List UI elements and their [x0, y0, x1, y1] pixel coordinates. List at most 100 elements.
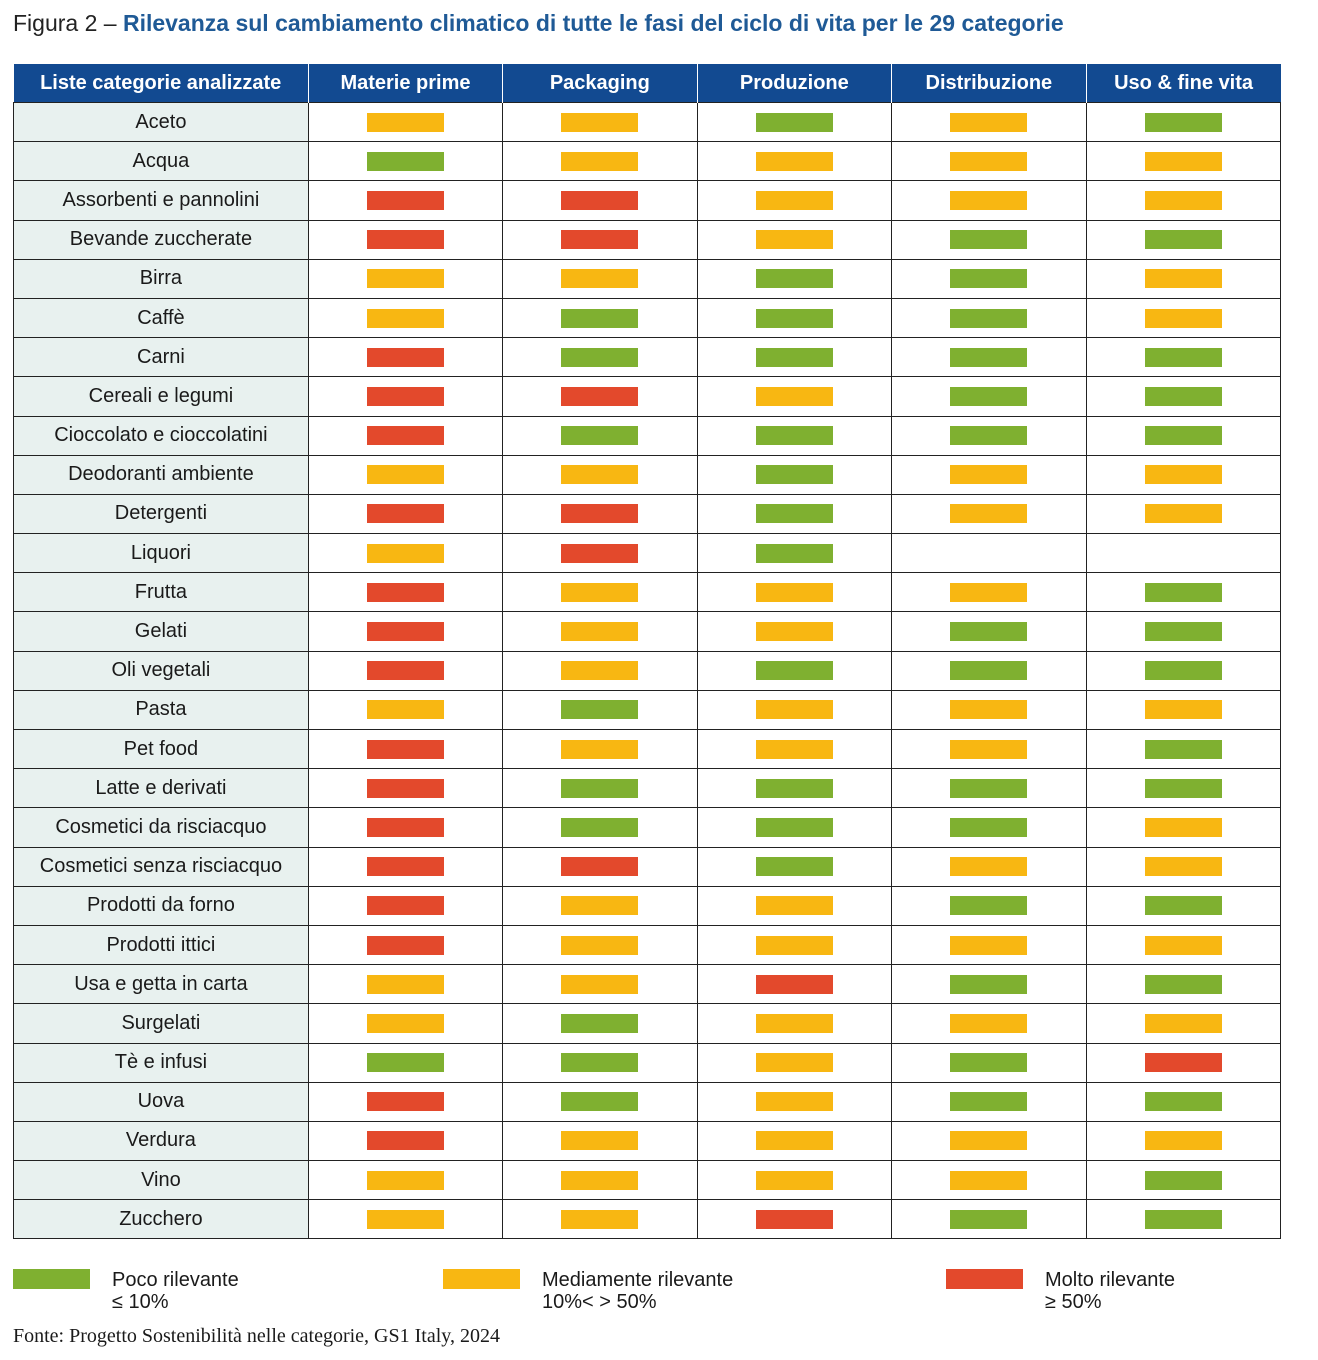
relevance-bar-molto-rilevante	[755, 1209, 833, 1229]
legend-text: Molto rilevante ≥ 50%	[1045, 1269, 1175, 1313]
relevance-cell	[891, 924, 1087, 966]
category-name: Vino	[13, 1160, 309, 1201]
relevance-cell	[1085, 689, 1282, 731]
relevance-bar-poco-rilevante	[1144, 974, 1222, 994]
relevance-bar-molto-rilevante	[561, 504, 639, 524]
relevance-bar-molto-rilevante	[366, 386, 444, 406]
relevance-bar-poco-rilevante	[755, 543, 833, 563]
table-row: Zucchero	[13, 1199, 1282, 1240]
category-name: Verdura	[13, 1120, 309, 1162]
relevance-bar-mediamente-rilevante	[561, 739, 639, 759]
relevance-cell	[891, 337, 1087, 378]
table-row: Caffè	[13, 297, 1282, 339]
relevance-cell	[696, 415, 893, 456]
category-name: Uova	[13, 1081, 309, 1122]
relevance-bar-molto-rilevante	[561, 857, 639, 877]
relevance-bar-poco-rilevante	[1144, 1209, 1222, 1229]
relevance-bar-mediamente-rilevante	[950, 190, 1028, 210]
relevance-cell	[307, 180, 504, 221]
relevance-cell	[1085, 768, 1282, 809]
relevance-bar-mediamente-rilevante	[755, 700, 833, 720]
category-name: Caffè	[13, 297, 309, 339]
relevance-bar-poco-rilevante	[1144, 896, 1222, 916]
relevance-bar-molto-rilevante	[561, 190, 639, 210]
table-row: Deodoranti ambiente	[13, 454, 1282, 495]
table-row: Pasta	[13, 689, 1282, 731]
relevance-cell	[696, 728, 893, 770]
figure-label: Figura 2 –	[13, 10, 123, 36]
relevance-cell	[696, 846, 893, 887]
relevance-bar-poco-rilevante	[366, 1053, 444, 1073]
relevance-bar-mediamente-rilevante	[1144, 1131, 1222, 1151]
relevance-bar-poco-rilevante	[561, 308, 639, 328]
category-name: Cioccolato e cioccolatini	[13, 415, 309, 456]
relevance-cell	[502, 337, 698, 378]
relevance-bar-poco-rilevante	[950, 778, 1028, 798]
relevance-cell	[696, 689, 893, 731]
relevance-cell	[1085, 846, 1282, 887]
relevance-cell	[1085, 1003, 1282, 1044]
relevance-bar-poco-rilevante	[950, 622, 1028, 642]
relevance-bar-mediamente-rilevante	[366, 1170, 444, 1190]
relevance-bar-poco-rilevante	[950, 896, 1028, 916]
table-row: Frutta	[13, 572, 1282, 613]
legend-swatch	[946, 1269, 1023, 1289]
relevance-bar-mediamente-rilevante	[561, 661, 639, 681]
table-row: Oli vegetali	[13, 650, 1282, 691]
relevance-bar-poco-rilevante	[1144, 1170, 1222, 1190]
table-row: Tè e infusi	[13, 1042, 1282, 1083]
relevance-bar-molto-rilevante	[366, 935, 444, 955]
relevance-bar-poco-rilevante	[950, 347, 1028, 367]
header-categories: Liste categorie analizzate	[13, 64, 309, 103]
header-distribuzione: Distribuzione	[891, 64, 1087, 103]
legend-range: 10%< > 50%	[542, 1291, 657, 1313]
table-row: Uova	[13, 1081, 1282, 1122]
relevance-cell	[891, 964, 1087, 1005]
relevance-cell	[502, 650, 698, 691]
category-name: Prodotti da forno	[13, 885, 309, 926]
relevance-bar-mediamente-rilevante	[755, 190, 833, 210]
relevance-bar-mediamente-rilevante	[755, 151, 833, 171]
relevance-cell	[891, 180, 1087, 221]
relevance-cell	[307, 885, 504, 926]
relevance-bar-mediamente-rilevante	[1144, 151, 1222, 171]
category-name: Carni	[13, 337, 309, 378]
relevance-bar-mediamente-rilevante	[366, 269, 444, 289]
category-name: Cereali e legumi	[13, 376, 309, 417]
relevance-cell	[502, 376, 698, 417]
relevance-bar-molto-rilevante	[366, 347, 444, 367]
relevance-cell	[891, 885, 1087, 926]
relevance-bar-mediamente-rilevante	[366, 1013, 444, 1033]
relevance-table: Liste categorie analizzate Materie prime P…	[13, 64, 1282, 1240]
relevance-bar-poco-rilevante	[561, 426, 639, 446]
relevance-bar-mediamente-rilevante	[755, 1092, 833, 1112]
relevance-bar-mediamente-rilevante	[755, 935, 833, 955]
relevance-cell	[502, 611, 698, 652]
relevance-bar-molto-rilevante	[366, 426, 444, 446]
relevance-cell	[502, 454, 698, 495]
relevance-cell	[891, 768, 1087, 809]
relevance-bar-mediamente-rilevante	[1144, 465, 1222, 485]
relevance-cell	[307, 728, 504, 770]
relevance-cell	[891, 258, 1087, 299]
category-name: Bevande zuccherate	[13, 219, 309, 260]
relevance-bar-poco-rilevante	[950, 230, 1028, 250]
legend-label: Molto rilevante	[1045, 1269, 1176, 1291]
relevance-cell	[1085, 1120, 1282, 1162]
relevance-bar-poco-rilevante	[1144, 661, 1222, 681]
header-materie-prime: Materie prime	[308, 64, 504, 103]
relevance-cell	[502, 1120, 698, 1162]
relevance-cell	[307, 219, 504, 260]
relevance-bar-molto-rilevante	[1144, 1053, 1222, 1073]
relevance-cell	[1085, 611, 1282, 652]
relevance-bar-poco-rilevante	[1144, 112, 1222, 132]
relevance-bar-poco-rilevante	[755, 465, 833, 485]
table-row: Verdura	[13, 1120, 1282, 1162]
relevance-bar-poco-rilevante	[561, 1013, 639, 1033]
legend-item: Poco rilevante ≤ 10%	[13, 1269, 239, 1313]
table-row: Liquori	[13, 533, 1282, 574]
table-row: Gelati	[13, 611, 1282, 652]
table-row: Bevande zuccherate	[13, 219, 1282, 260]
relevance-cell	[307, 846, 504, 887]
relevance-bar-poco-rilevante	[561, 1092, 639, 1112]
